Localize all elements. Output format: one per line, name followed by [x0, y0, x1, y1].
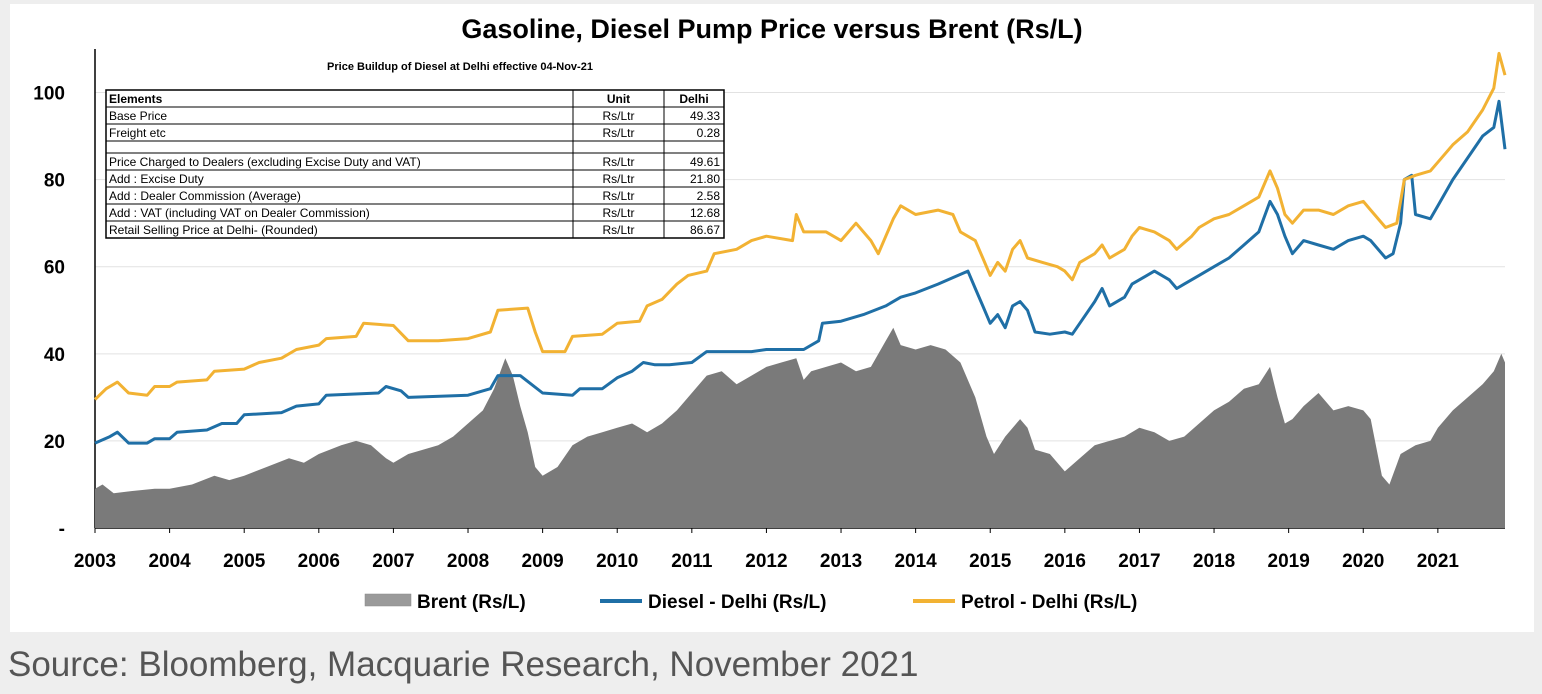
table-cell: 49.61: [690, 155, 720, 169]
table-cell: Freight etc: [109, 126, 166, 140]
y-tick-label: 80: [44, 171, 65, 192]
table-cell: Add : Dealer Commission (Average): [109, 189, 301, 203]
legend-label: Diesel - Delhi (Rs/L): [648, 592, 826, 613]
table-cell: 86.67: [690, 223, 720, 237]
x-tick-label: 2010: [596, 551, 638, 572]
table-header-cell: Elements: [109, 92, 163, 106]
chart: Gasoline, Diesel Pump Price versus Brent…: [33, 14, 1507, 613]
chart-title: Gasoline, Diesel Pump Price versus Brent…: [461, 14, 1082, 44]
x-tick-label: 2012: [745, 551, 787, 572]
x-tick-label: 2004: [148, 551, 191, 572]
x-tick-label: 2013: [820, 551, 862, 572]
x-tick-label: 2011: [671, 551, 713, 572]
y-tick-label: 100: [33, 84, 65, 105]
table-cell: 21.80: [690, 172, 720, 186]
y-tick-label: 40: [44, 345, 65, 366]
table-cell: Rs/Ltr: [602, 189, 634, 203]
table-header-cell: Unit: [607, 92, 630, 106]
table-cell: Base Price: [109, 109, 167, 123]
legend-swatch-brent: [364, 593, 412, 607]
table-cell: 2.58: [697, 189, 721, 203]
chart-card: Gasoline, Diesel Pump Price versus Brent…: [10, 4, 1534, 632]
table-cell: Rs/Ltr: [602, 109, 634, 123]
x-tick-label: 2018: [1193, 551, 1235, 572]
y-tick-label: 20: [44, 432, 65, 453]
x-tick-label: 2017: [1118, 551, 1160, 572]
series-diesel-line: [94, 99, 1507, 445]
x-tick-label: 2016: [1044, 551, 1086, 572]
legend-label: Brent (Rs/L): [417, 592, 526, 613]
table-cell: Add : Excise Duty: [109, 172, 204, 186]
x-tick-label: 2007: [372, 551, 414, 572]
x-tick-label: 2019: [1268, 551, 1310, 572]
table-title: Price Buildup of Diesel at Delhi effecti…: [327, 61, 593, 73]
x-tick-label: 2006: [298, 551, 340, 572]
price-table: [105, 89, 725, 239]
table-cell: 0.28: [697, 126, 721, 140]
table-cell: Retail Selling Price at Delhi- (Rounded): [109, 223, 318, 237]
table-cell: 12.68: [690, 206, 720, 220]
x-tick-label: 2015: [969, 551, 1012, 572]
x-tick-label: 2003: [74, 551, 116, 572]
table-cell: Rs/Ltr: [602, 206, 634, 220]
table-cell: Add : VAT (including VAT on Dealer Commi…: [109, 206, 370, 220]
source-note: Source: Bloomberg, Macquarie Research, N…: [8, 645, 919, 684]
x-tick-label: 2005: [223, 551, 266, 572]
table-cell: Price Charged to Dealers (excluding Exci…: [109, 155, 421, 169]
x-tick-label: 2009: [521, 551, 563, 572]
series-brent-area: [95, 327, 1505, 528]
x-tick-label: 2021: [1417, 551, 1460, 572]
table-cell: Rs/Ltr: [602, 172, 634, 186]
y-tick-label: 60: [44, 258, 65, 279]
x-tick-label: 2014: [894, 551, 937, 572]
table-cell: Rs/Ltr: [602, 223, 634, 237]
x-tick-label: 2008: [447, 551, 489, 572]
legend-label: Petrol - Delhi (Rs/L): [961, 592, 1137, 613]
table-cell: Rs/Ltr: [602, 126, 634, 140]
table-cell: Rs/Ltr: [602, 155, 634, 169]
table-cell: 49.33: [690, 109, 720, 123]
x-tick-label: 2020: [1342, 551, 1384, 572]
table-header-cell: Delhi: [679, 92, 708, 106]
series-petrol-line: [93, 51, 1507, 401]
y-tick-label: -: [59, 519, 65, 540]
